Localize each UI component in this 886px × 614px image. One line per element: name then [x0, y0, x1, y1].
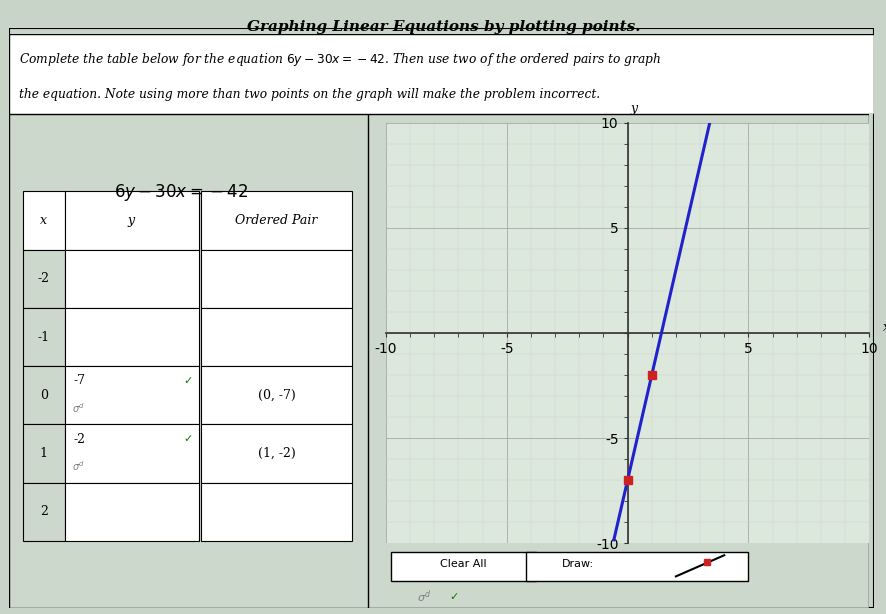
FancyBboxPatch shape	[65, 366, 199, 424]
FancyBboxPatch shape	[9, 28, 873, 608]
FancyBboxPatch shape	[23, 483, 65, 541]
Text: -2: -2	[74, 433, 85, 446]
Text: (1, -2): (1, -2)	[257, 447, 295, 460]
Text: 2: 2	[40, 505, 48, 518]
Text: $\sigma^d$: $\sigma^d$	[73, 402, 85, 415]
FancyBboxPatch shape	[65, 483, 199, 541]
Text: Draw:: Draw:	[562, 559, 594, 569]
FancyBboxPatch shape	[9, 34, 873, 114]
FancyBboxPatch shape	[525, 551, 748, 581]
FancyBboxPatch shape	[368, 114, 868, 608]
FancyBboxPatch shape	[201, 249, 352, 308]
Text: -1: -1	[37, 330, 50, 343]
FancyBboxPatch shape	[23, 191, 65, 249]
FancyBboxPatch shape	[201, 424, 352, 483]
Text: ✓: ✓	[183, 434, 193, 444]
Text: x: x	[40, 214, 47, 227]
FancyBboxPatch shape	[201, 483, 352, 541]
FancyBboxPatch shape	[23, 308, 65, 366]
Text: $\sigma^d$: $\sigma^d$	[416, 588, 431, 605]
Text: -7: -7	[74, 375, 85, 387]
FancyBboxPatch shape	[23, 424, 65, 483]
FancyBboxPatch shape	[9, 114, 368, 608]
FancyBboxPatch shape	[65, 424, 199, 483]
Text: Graphing Linear Equations by plotting points.: Graphing Linear Equations by plotting po…	[246, 20, 640, 34]
Text: ✓: ✓	[183, 376, 193, 386]
Text: x: x	[882, 321, 886, 335]
FancyBboxPatch shape	[65, 308, 199, 366]
Text: $\sigma^d$: $\sigma^d$	[73, 460, 85, 473]
FancyBboxPatch shape	[201, 191, 352, 249]
FancyBboxPatch shape	[65, 191, 199, 249]
FancyBboxPatch shape	[23, 249, 65, 308]
Text: (0, -7): (0, -7)	[257, 389, 295, 402]
FancyBboxPatch shape	[23, 366, 65, 424]
Text: y: y	[629, 101, 636, 115]
Text: y: y	[128, 214, 135, 227]
Text: Ordered Pair: Ordered Pair	[235, 214, 317, 227]
FancyBboxPatch shape	[65, 249, 199, 308]
Text: -2: -2	[38, 272, 50, 285]
Text: 1: 1	[40, 447, 48, 460]
Text: the equation. Note using more than two points on the graph will make the problem: the equation. Note using more than two p…	[19, 88, 600, 101]
FancyBboxPatch shape	[201, 308, 352, 366]
Text: Complete the table below for the equation $6y-30x=-42$. Then use two of the orde: Complete the table below for the equatio…	[19, 52, 661, 68]
Text: $6y-30x=-42$: $6y-30x=-42$	[114, 182, 248, 203]
FancyBboxPatch shape	[390, 551, 535, 581]
Text: Clear All: Clear All	[439, 559, 486, 569]
Text: ✓: ✓	[448, 591, 458, 602]
FancyBboxPatch shape	[201, 366, 352, 424]
Text: 0: 0	[40, 389, 48, 402]
